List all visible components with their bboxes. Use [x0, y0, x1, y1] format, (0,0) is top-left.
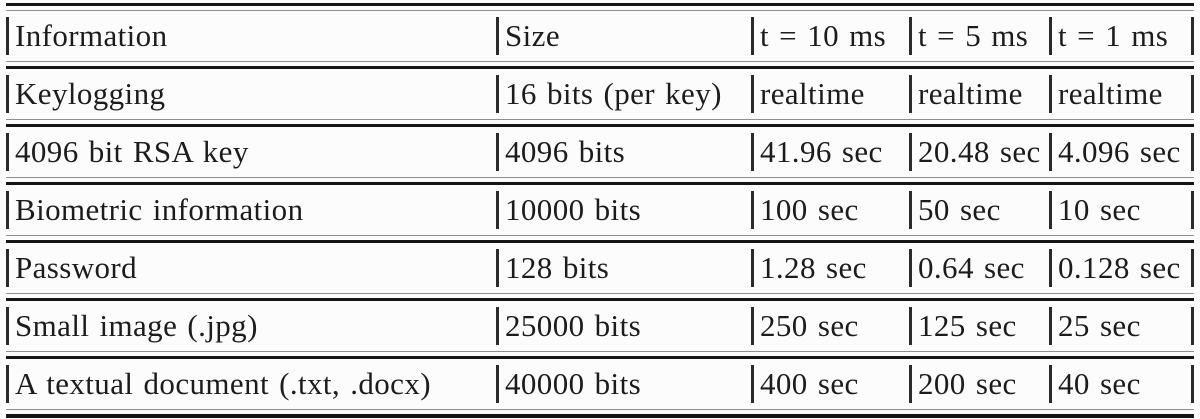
- table-cell: 40000 bits: [496, 359, 751, 409]
- table-cell: 25 sec: [1049, 301, 1194, 351]
- table-cell: realtime: [909, 69, 1049, 119]
- table-cell: 0.64 sec: [909, 243, 1049, 293]
- table-row-biometric: Biometric information 10000 bits 100 sec…: [6, 185, 1194, 235]
- table-cell: 16 bits (per key): [496, 69, 751, 119]
- table-cell: 4096 bits: [496, 127, 751, 177]
- table-cell: realtime: [751, 69, 909, 119]
- table-cell: 4096 bit RSA key: [6, 127, 496, 177]
- table-cell: 1.28 sec: [751, 243, 909, 293]
- table-header-row: Information Size t = 10 ms t = 5 ms t = …: [6, 11, 1194, 61]
- table-row-keylogging: Keylogging 16 bits (per key) realtime re…: [6, 69, 1194, 119]
- horizontal-rule: [6, 3, 1194, 11]
- column-header-size: Size: [496, 11, 751, 61]
- table-row-rsa-key: 4096 bit RSA key 4096 bits 41.96 sec 20.…: [6, 127, 1194, 177]
- table-cell: 40 sec: [1049, 359, 1194, 409]
- horizontal-rule: [6, 61, 1194, 69]
- horizontal-rule: [6, 293, 1194, 301]
- table-cell: 4.096 sec: [1049, 127, 1194, 177]
- table-cell: 100 sec: [751, 185, 909, 235]
- table-cell: 10 sec: [1049, 185, 1194, 235]
- table-cell: A textual document (.txt, .docx): [6, 359, 496, 409]
- table-cell: Biometric information: [6, 185, 496, 235]
- table-row-textual-document: A textual document (.txt, .docx) 40000 b…: [6, 359, 1194, 409]
- horizontal-rule: [6, 119, 1194, 127]
- column-header-t10ms: t = 10 ms: [751, 11, 909, 61]
- column-header-t5ms: t = 5 ms: [909, 11, 1049, 61]
- table-row-small-image: Small image (.jpg) 25000 bits 250 sec 12…: [6, 301, 1194, 351]
- table-cell: 25000 bits: [496, 301, 751, 351]
- horizontal-rule: [6, 351, 1194, 359]
- table-cell: 200 sec: [909, 359, 1049, 409]
- exfiltration-time-table: Information Size t = 10 ms t = 5 ms t = …: [6, 0, 1194, 418]
- table-cell: Password: [6, 243, 496, 293]
- table-row-password: Password 128 bits 1.28 sec 0.64 sec 0.12…: [6, 243, 1194, 293]
- table-cell: 250 sec: [751, 301, 909, 351]
- horizontal-rule: [6, 235, 1194, 243]
- horizontal-rule: [6, 177, 1194, 185]
- table-cell: 128 bits: [496, 243, 751, 293]
- table-cell: Keylogging: [6, 69, 496, 119]
- table-cell: 400 sec: [751, 359, 909, 409]
- column-header-t1ms: t = 1 ms: [1049, 11, 1194, 61]
- table-cell: 10000 bits: [496, 185, 751, 235]
- table-cell: 125 sec: [909, 301, 1049, 351]
- column-header-information: Information: [6, 11, 496, 61]
- table-cell: realtime: [1049, 69, 1194, 119]
- table-cell: 20.48 sec: [909, 127, 1049, 177]
- table-cell: 50 sec: [909, 185, 1049, 235]
- table-cell: 41.96 sec: [751, 127, 909, 177]
- table-cell: Small image (.jpg): [6, 301, 496, 351]
- table-cell: 0.128 sec: [1049, 243, 1194, 293]
- horizontal-rule: [6, 409, 1194, 418]
